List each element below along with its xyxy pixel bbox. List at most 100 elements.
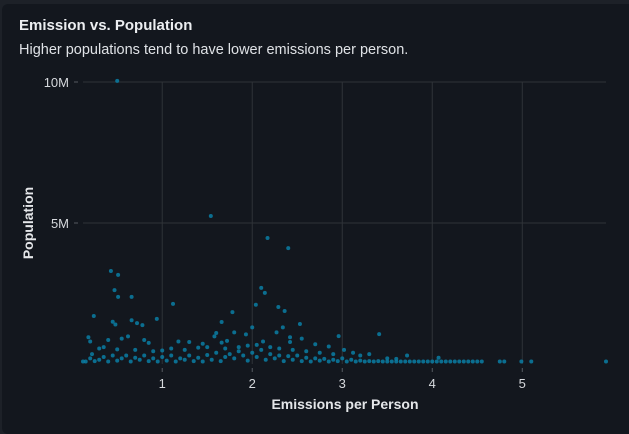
data-point — [262, 290, 267, 295]
data-point — [245, 358, 250, 363]
data-point — [205, 345, 210, 350]
data-point — [344, 359, 349, 364]
data-point — [362, 359, 367, 364]
data-point — [200, 359, 205, 364]
data-point — [358, 353, 363, 358]
data-point — [290, 347, 295, 352]
data-point — [519, 359, 524, 364]
data-point — [155, 359, 160, 364]
data-point — [108, 268, 113, 273]
data-point — [160, 354, 165, 359]
data-point — [113, 322, 118, 327]
data-point — [236, 349, 241, 354]
data-point — [171, 301, 176, 306]
data-point — [115, 78, 120, 83]
data-point — [151, 349, 156, 354]
data-point — [110, 353, 115, 358]
data-point — [263, 357, 268, 362]
data-point — [448, 359, 453, 364]
data-point — [403, 359, 408, 364]
data-point — [200, 341, 205, 346]
data-point — [112, 288, 117, 293]
data-point — [322, 356, 327, 361]
x-axis-label: Emissions per Person — [271, 396, 418, 412]
data-point — [299, 336, 304, 341]
data-point — [253, 302, 258, 307]
data-point — [290, 357, 295, 362]
data-point — [268, 345, 273, 350]
data-point — [421, 359, 426, 364]
data-point — [164, 358, 169, 363]
data-point — [110, 319, 115, 324]
data-point — [106, 338, 111, 343]
data-point — [398, 359, 403, 364]
data-point — [88, 339, 93, 344]
data-point — [288, 335, 293, 340]
data-point — [137, 357, 142, 362]
data-point — [351, 350, 356, 355]
data-point — [349, 357, 354, 362]
data-point — [124, 353, 129, 358]
data-point — [259, 285, 264, 290]
data-point — [475, 359, 480, 364]
data-point — [452, 359, 457, 364]
data-point — [331, 357, 336, 362]
data-point — [129, 294, 134, 299]
data-point — [299, 359, 304, 364]
data-point — [268, 352, 273, 357]
data-point — [502, 359, 507, 364]
data-point — [529, 359, 534, 364]
data-point — [295, 353, 300, 358]
data-point — [219, 319, 224, 324]
data-point — [225, 338, 230, 343]
y-axis-label: Population — [20, 187, 36, 259]
data-point — [135, 321, 140, 326]
data-point — [230, 310, 235, 315]
chart-subtitle: Higher populations tend to have lower em… — [19, 42, 409, 58]
data-point — [336, 334, 341, 339]
data-point — [236, 345, 241, 350]
data-point — [173, 359, 178, 364]
data-point — [146, 340, 151, 345]
data-point — [358, 358, 363, 363]
data-point — [223, 346, 228, 351]
data-point — [412, 359, 417, 364]
data-point — [317, 358, 322, 363]
x-tick-label: 4 — [429, 376, 436, 391]
data-point — [353, 359, 358, 364]
data-point — [274, 330, 279, 335]
data-point — [416, 359, 421, 364]
data-point — [497, 359, 502, 364]
data-point — [209, 357, 214, 362]
data-point — [160, 348, 165, 353]
data-point — [367, 359, 372, 364]
data-point — [187, 353, 192, 358]
data-point — [461, 359, 466, 364]
data-point — [425, 359, 430, 364]
data-point — [187, 340, 192, 345]
data-point — [191, 359, 196, 364]
data-point — [169, 346, 174, 351]
data-point — [106, 359, 111, 364]
data-point — [443, 359, 448, 364]
data-point — [101, 354, 106, 359]
data-point — [232, 330, 237, 335]
data-point — [140, 323, 145, 328]
data-point — [243, 332, 248, 337]
data-point — [394, 359, 399, 364]
data-point — [91, 314, 96, 319]
data-point — [407, 359, 412, 364]
data-point — [116, 294, 121, 299]
data-point — [182, 357, 187, 362]
data-point — [97, 357, 102, 362]
data-point — [286, 246, 291, 251]
data-point — [313, 342, 318, 347]
data-point — [245, 343, 250, 348]
data-point — [466, 359, 471, 364]
data-point — [169, 353, 174, 358]
data-point — [380, 359, 385, 364]
data-point — [326, 359, 331, 364]
data-point — [208, 213, 213, 218]
data-point — [304, 349, 309, 354]
data-point — [261, 339, 266, 344]
